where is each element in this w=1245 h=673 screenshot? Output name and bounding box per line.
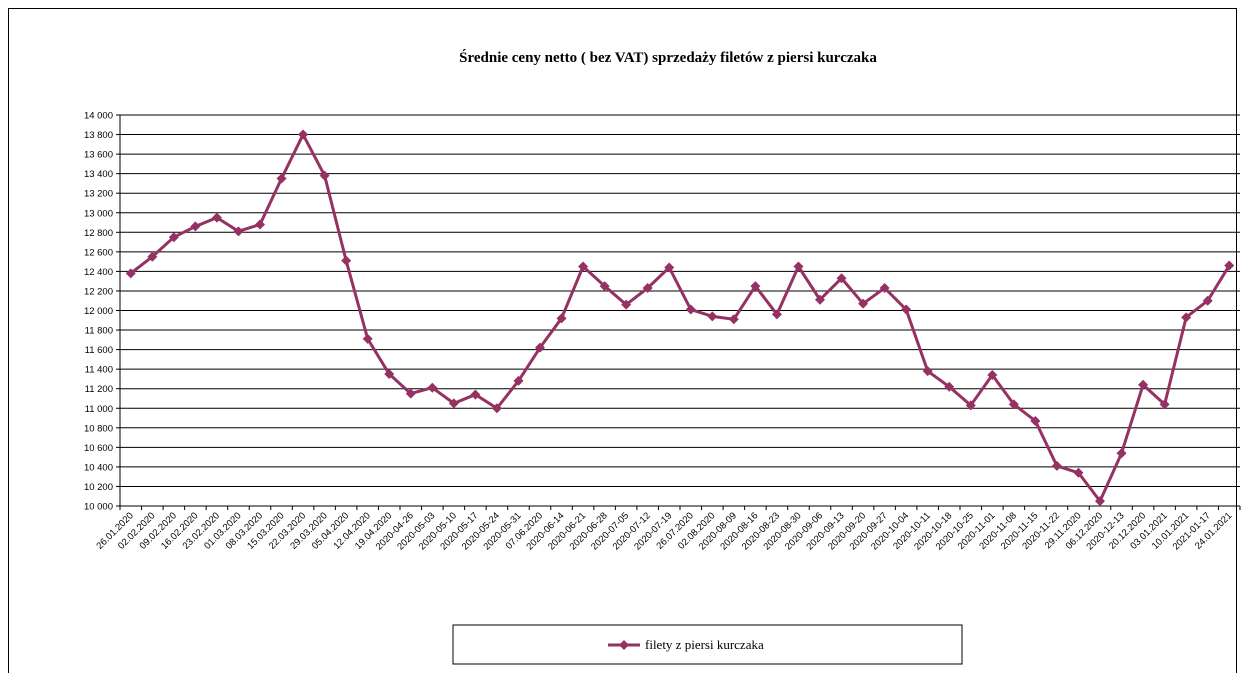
- data-point: [535, 342, 545, 353]
- data-point: [1159, 399, 1170, 410]
- y-tick-label: 13 200: [84, 189, 113, 200]
- series-line: [129, 133, 1231, 503]
- y-tick-label: 10 600: [84, 443, 113, 454]
- data-point: [1202, 295, 1213, 306]
- legend-box: [452, 624, 963, 665]
- data-point: [1008, 399, 1019, 410]
- data-point: [125, 268, 136, 279]
- data-point: [944, 381, 955, 392]
- data-point: [599, 281, 610, 292]
- data-point: [771, 309, 782, 320]
- data-point: [1051, 460, 1062, 471]
- y-tick-label: 14 000: [84, 111, 113, 122]
- chart-title: Średnie ceny netto ( bez VAT) sprzedaży …: [459, 49, 877, 66]
- data-point: [642, 283, 653, 294]
- data-point: [965, 400, 976, 411]
- data-point: [556, 313, 567, 324]
- y-tick-label: 10 400: [84, 462, 113, 473]
- y-tick-label: 10 800: [84, 423, 113, 434]
- y-tick-label: 13 800: [84, 130, 113, 141]
- y-tick-label: 12 200: [84, 286, 113, 297]
- y-tick-label: 10 000: [84, 502, 113, 513]
- data-point: [405, 388, 416, 399]
- y-tick-label: 13 000: [84, 208, 113, 219]
- data-point: [448, 398, 459, 409]
- data-point: [578, 261, 589, 272]
- data-point: [470, 389, 481, 400]
- y-tick-label: 12 800: [84, 228, 113, 239]
- data-point: [147, 251, 158, 262]
- data-point: [1224, 260, 1235, 271]
- data-point: [491, 403, 502, 414]
- data-point: [341, 255, 352, 266]
- data-point: [987, 370, 998, 381]
- y-tick-label: 10 200: [84, 482, 113, 493]
- data-point: [728, 314, 739, 325]
- legend-marker: [619, 640, 629, 650]
- data-point: [298, 129, 309, 140]
- y-tick-label: 13 400: [84, 169, 113, 180]
- data-point: [168, 232, 179, 243]
- data-point: [255, 219, 265, 230]
- data-point: [362, 333, 373, 344]
- data-point: [750, 281, 761, 292]
- y-tick-label: 13 600: [84, 150, 113, 161]
- data-point: [879, 283, 890, 294]
- y-tick-label: 12 600: [84, 247, 113, 258]
- y-tick-label: 11 400: [85, 365, 113, 376]
- data-point: [685, 304, 696, 315]
- data-point: [319, 170, 330, 181]
- data-point: [707, 311, 718, 322]
- data-point: [922, 366, 933, 377]
- y-tick-label: 11 000: [85, 404, 113, 415]
- data-point: [1138, 379, 1149, 390]
- chart-frame: [8, 8, 1237, 673]
- y-tick-label: 11 800: [85, 326, 113, 337]
- y-tick-label: 11 600: [85, 345, 113, 356]
- data-point: [211, 212, 222, 223]
- data-point: [513, 375, 524, 386]
- data-point: [858, 298, 869, 309]
- y-tick-label: 11 200: [85, 384, 113, 395]
- data-point: [427, 382, 438, 393]
- data-point: [793, 261, 804, 272]
- data-point: [1030, 415, 1041, 426]
- y-tick-label: 12 400: [84, 267, 113, 278]
- data-point: [1095, 496, 1105, 507]
- data-point: [190, 221, 201, 232]
- legend-label: filety z piersi kurczaka: [645, 637, 764, 652]
- data-point: [1073, 467, 1084, 478]
- y-tick-label: 12 000: [84, 306, 113, 317]
- data-point: [1181, 312, 1192, 323]
- data-point: [901, 304, 912, 315]
- data-point: [384, 369, 395, 380]
- data-point: [1116, 448, 1127, 459]
- data-point: [233, 226, 244, 237]
- data-point: [621, 299, 632, 310]
- data-point: [664, 262, 675, 273]
- data-point: [836, 273, 847, 284]
- data-point: [276, 173, 287, 184]
- data-point: [815, 294, 825, 305]
